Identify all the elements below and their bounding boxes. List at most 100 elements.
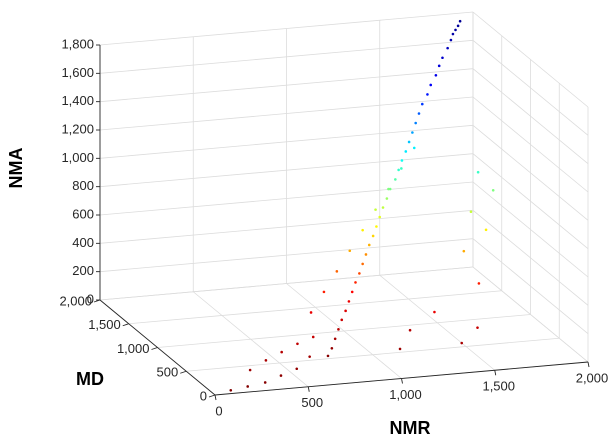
- x-tick-label: 2,000: [576, 370, 609, 385]
- data-point: [477, 282, 481, 285]
- data-point: [411, 131, 414, 134]
- gridline-side-z: [472, 68, 589, 164]
- data-point: [429, 83, 433, 87]
- data-point: [309, 311, 313, 314]
- data-point: [361, 228, 364, 232]
- gridline-back-z: [99, 11, 474, 46]
- y-ticks: 0 500 1,000 1,500 2,000: [59, 293, 216, 403]
- data-point: [449, 38, 453, 42]
- data-point: [322, 290, 326, 294]
- z-tick-label: 1,200: [61, 121, 94, 136]
- data-point: [295, 367, 299, 371]
- data-point: [433, 310, 436, 314]
- data-point: [387, 187, 390, 191]
- gridline-side-z: [472, 238, 589, 334]
- data-point: [476, 170, 480, 174]
- data-point: [397, 168, 400, 172]
- gridline-floor-y: [128, 290, 502, 325]
- z-tick-label: 1,800: [61, 36, 94, 51]
- data-point: [394, 178, 397, 181]
- data-point: [335, 270, 339, 273]
- data-point: [375, 225, 378, 228]
- gridline-back-z: [99, 68, 474, 103]
- data-point: [414, 121, 417, 125]
- data-point: [378, 215, 382, 219]
- x-axis-title: NMR: [390, 418, 431, 438]
- gridline-side-z: [472, 210, 589, 306]
- y-tick-label: 1,000: [117, 341, 150, 356]
- data-point: [264, 359, 268, 362]
- data-point: [451, 32, 455, 36]
- gridline-back-z: [99, 238, 474, 273]
- y-tick-label: 500: [157, 365, 179, 380]
- data-point: [381, 206, 385, 209]
- data-point: [326, 354, 330, 358]
- data-point: [462, 249, 466, 253]
- gridline-back-z: [99, 39, 474, 74]
- z-tick-label: 0: [87, 291, 94, 306]
- z-axis-title: NMA: [6, 148, 26, 189]
- gridline-side-z: [472, 11, 589, 108]
- z-tick-label: 600: [72, 206, 94, 221]
- gridline-side-z: [472, 96, 589, 193]
- z-tick-label: 800: [72, 178, 94, 193]
- y-tick-label: 2,000: [59, 293, 92, 308]
- x-tick-label: 1,500: [482, 379, 515, 394]
- x-tick-mark: [587, 361, 590, 368]
- gridline-back-z: [99, 209, 474, 244]
- z-tick-label: 400: [72, 235, 94, 250]
- data-point: [412, 146, 416, 150]
- gridline-side-z: [472, 125, 589, 221]
- gridline-back-z: [99, 96, 474, 131]
- data-point: [407, 140, 411, 144]
- gridline-back-z: [99, 124, 474, 159]
- y-tick-mark: [93, 299, 101, 303]
- data-point: [426, 93, 429, 96]
- y-tick-label: 0: [200, 388, 207, 403]
- data-point: [330, 346, 334, 350]
- data-point: [446, 46, 449, 50]
- gridline-floor-y: [186, 337, 560, 372]
- z-tick-label: 1,000: [61, 150, 94, 165]
- gridline-side-z: [472, 181, 589, 278]
- y-tick-mark: [122, 323, 129, 327]
- data-point: [437, 64, 441, 68]
- y-tick-label: 1,500: [88, 317, 121, 332]
- x-tick-label: 0: [215, 403, 222, 418]
- y-tick-mark: [151, 347, 158, 350]
- gridline-back-z: [99, 181, 474, 216]
- data-point: [280, 350, 283, 354]
- data-point: [246, 385, 249, 388]
- x-tick-label: 1,000: [389, 387, 422, 402]
- data-point: [371, 234, 375, 238]
- data-point: [296, 342, 299, 346]
- data-point: [367, 243, 371, 247]
- data-point: [458, 19, 462, 23]
- gridline-side-z: [472, 266, 589, 363]
- data-point: [408, 328, 412, 332]
- x-ticks: 0 500 1,000 1,500 2,000: [214, 361, 609, 418]
- data-point: [385, 197, 389, 200]
- grid-layer: [99, 11, 589, 396]
- data-point: [400, 167, 403, 170]
- data-point: [454, 28, 457, 32]
- y-tick-mark: [208, 394, 216, 398]
- data-point: [460, 341, 464, 345]
- data-point: [311, 335, 315, 339]
- data-point: [400, 159, 404, 162]
- data-point: [374, 208, 377, 211]
- x-tick-mark: [401, 378, 403, 384]
- data-point: [434, 73, 438, 77]
- data-point: [491, 189, 495, 192]
- data-point: [344, 309, 347, 313]
- data-point: [456, 24, 460, 28]
- data-point: [484, 228, 488, 232]
- x-tick-mark: [307, 386, 310, 392]
- gridline-back-z: [99, 266, 474, 301]
- gridline-back-z: [99, 153, 474, 188]
- z-tick-label: 1,400: [61, 93, 94, 108]
- x-tick-mark: [494, 370, 497, 376]
- data-point: [417, 112, 421, 115]
- data-point: [354, 281, 357, 284]
